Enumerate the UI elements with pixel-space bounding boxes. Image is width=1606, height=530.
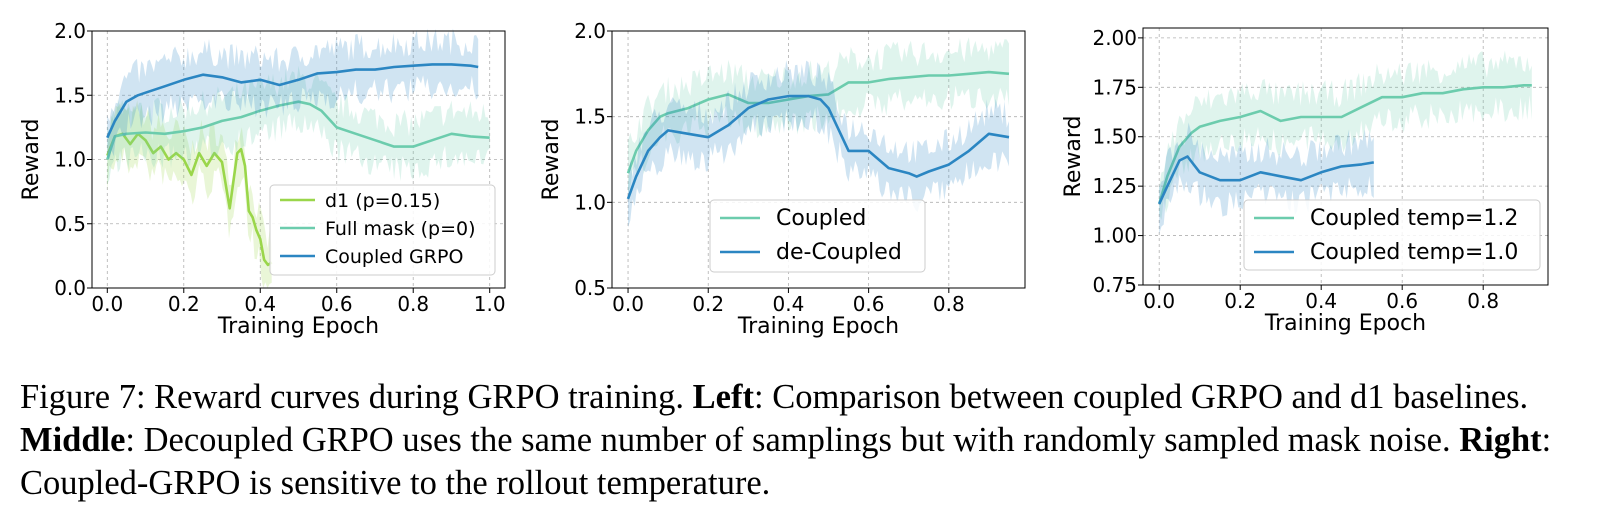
legend-label: Full mask (p=0)	[325, 218, 476, 240]
figure-charts: 0.0 0.2 0.4 0.6 0.8 1.00.00.51.01.52.0Trainin…	[19, 19, 1549, 339]
series-band-3	[107, 28, 479, 160]
chart-panel-2: 0.0 0.2 0.4 0.6 0.8 0.5 1.0 1.5 2.0 Training Epoc…	[539, 19, 1026, 339]
figure-caption: Figure 7: Reward curves during GRPO trai…	[20, 376, 1590, 505]
y-tick-label: 1.5	[574, 105, 606, 129]
x-tick-label: 0.2	[1224, 289, 1256, 313]
y-axis-label: Reward	[1061, 116, 1086, 198]
y-tick-label: 2.0	[54, 19, 86, 43]
y-tick-label: 0.0	[54, 276, 86, 300]
caption-left-label: Left	[692, 378, 754, 416]
legend-label: Coupled GRPO	[325, 246, 463, 268]
legend-label: Coupled temp=1.2	[1310, 206, 1518, 231]
y-axis-label: Reward	[539, 119, 564, 201]
caption-figure-label: Figure 7:	[20, 378, 146, 416]
x-tick-label: 1.0	[474, 292, 506, 316]
x-tick-label: 0.8	[1467, 289, 1499, 313]
plot-frame	[1142, 27, 1549, 286]
series-line-2	[626, 94, 1010, 200]
y-tick-label: 1.75	[1092, 75, 1137, 99]
plot-frame	[611, 30, 1026, 289]
legend-label: de-Coupled	[776, 240, 902, 265]
caption-right-label: Right	[1459, 421, 1542, 459]
legend: Coupled temp=1.2 Coupled temp=1.0	[1243, 199, 1541, 271]
legend-label: d1 (p=0.15)	[325, 190, 440, 212]
x-tick-label: 0.4	[773, 292, 805, 316]
caption-text-4: : Coupled-GRPO is sensitive to the rollo…	[20, 421, 1552, 502]
series-band-2	[1159, 122, 1374, 234]
legend-label: Coupled	[776, 206, 866, 231]
x-axis-label: Training Epoch	[217, 314, 379, 339]
x-tick-label: 0.4	[1305, 289, 1337, 313]
legend-box	[709, 199, 926, 273]
x-tick-label: 0.6	[1386, 289, 1418, 313]
y-tick-label: 1.0	[574, 190, 606, 214]
y-tick-label: 0.75	[1092, 273, 1137, 297]
y-tick-label: 0.5	[54, 212, 86, 236]
caption-text-3: : Decoupled GRPO uses the same number of…	[125, 421, 1460, 459]
x-axis-label: Training Epoch	[1264, 311, 1426, 336]
legend-box	[1243, 199, 1541, 271]
y-tick-label: 1.25	[1092, 174, 1137, 198]
x-tick-label: 0.0	[1143, 289, 1175, 313]
y-axis-label: Reward	[19, 119, 44, 201]
x-tick-label: 0.2	[168, 292, 200, 316]
caption-text-1: Reward curves during GRPO training.	[145, 378, 693, 416]
x-tick-label: 0.6	[321, 292, 353, 316]
series-line-1	[1157, 84, 1532, 205]
chart-panel-1: 0.0 0.2 0.4 0.6 0.8 1.0 0.0 0.5 1.0 1.5 2.0 Trainin…	[19, 19, 506, 339]
y-tick-label: 2.00	[1092, 26, 1137, 50]
legend-label: Coupled temp=1.0	[1310, 240, 1518, 265]
x-tick-label: 0.8	[397, 292, 429, 316]
legend: d1 (p=0.15) Full mask (p=0) Coupled GRPO	[269, 184, 496, 276]
series-line-2	[1158, 155, 1375, 205]
y-tick-label: 1.0	[54, 148, 86, 172]
series-band-2	[628, 60, 1009, 228]
legend: Coupled de-Coupled	[709, 199, 926, 273]
caption-text-2: : Comparison between coupled GRPO and d1…	[753, 378, 1529, 416]
y-tick-label: 0.5	[574, 276, 606, 300]
x-tick-label: 0.4	[244, 292, 276, 316]
y-tick-label: 1.00	[1092, 224, 1137, 248]
x-tick-label: 0.8	[933, 292, 965, 316]
chart-panel-3: 0.0 0.2 0.4 0.6 0.8 0.75 1.00 1.25 1.50 1.75 2.00 T…	[1061, 26, 1549, 336]
series-line-1	[626, 70, 1010, 174]
y-tick-label: 1.5	[54, 83, 86, 107]
series-line-1	[106, 132, 273, 267]
y-tick-label: 1.50	[1092, 125, 1137, 149]
caption-middle-label: Middle	[20, 421, 126, 459]
y-tick-label: 2.0	[574, 19, 606, 43]
x-tick-label: 0.0	[612, 292, 644, 316]
series-line-3	[106, 63, 479, 139]
x-tick-label: 0.0	[91, 292, 123, 316]
series-line-2	[106, 100, 490, 160]
legend-box	[269, 184, 496, 276]
x-tick-label: 0.6	[853, 292, 885, 316]
x-tick-label: 0.2	[692, 292, 724, 316]
x-axis-label: Training Epoch	[737, 314, 899, 339]
series-band-2	[107, 65, 490, 185]
